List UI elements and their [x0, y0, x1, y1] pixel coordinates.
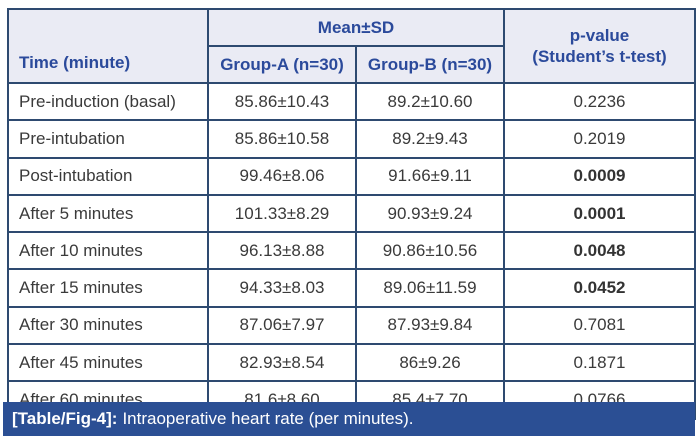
- time-cell: After 10 minutes: [7, 231, 209, 271]
- p-value-cell: 0.7081: [503, 305, 696, 346]
- group-a-cell: 99.46±8.06: [207, 156, 357, 196]
- group-b-cell: 89.06±11.59: [355, 268, 505, 308]
- table-row: Post-intubation 99.46±8.06 91.66±9.11 0.…: [7, 156, 696, 196]
- table-row: After 5 minutes 101.33±8.29 90.93±9.24 0…: [7, 193, 696, 234]
- p-value-cell: 0.0452: [503, 268, 696, 308]
- table-header: Time (minute) Mean±SD p-value (Student’s…: [7, 8, 696, 84]
- caption-label: [Table/Fig-4]:: [12, 409, 118, 428]
- time-cell: After 45 minutes: [7, 343, 209, 383]
- group-a-cell: 96.13±8.88: [207, 231, 357, 271]
- heart-rate-table: Time (minute) Mean±SD p-value (Student’s…: [7, 8, 696, 420]
- group-b-cell: 89.2±9.43: [355, 119, 505, 159]
- p-value-cell: 0.2019: [503, 119, 696, 159]
- p-value-cell: 0.0001: [503, 193, 696, 234]
- time-cell: Post-intubation: [7, 156, 209, 196]
- time-cell: After 5 minutes: [7, 193, 209, 234]
- group-b-cell: 87.93±9.84: [355, 305, 505, 346]
- group-b-cell: 86±9.26: [355, 343, 505, 383]
- p-value-cell: 0.1871: [503, 343, 696, 383]
- time-cell: Pre-induction (basal): [7, 81, 209, 122]
- header-group-b: Group-B (n=30): [355, 45, 505, 84]
- figure-caption: [Table/Fig-4]: Intraoperative heart rate …: [3, 402, 695, 436]
- header-p-value: p-value (Student’s t-test): [503, 8, 696, 84]
- group-a-cell: 82.93±8.54: [207, 343, 357, 383]
- group-b-cell: 91.66±9.11: [355, 156, 505, 196]
- header-group-a: Group-A (n=30): [207, 45, 357, 84]
- time-cell: After 30 minutes: [7, 305, 209, 346]
- header-p-value-line1: p-value: [569, 25, 630, 45]
- header-mean-sd: Mean±SD: [207, 8, 505, 47]
- table-body: Pre-induction (basal) 85.86±10.43 89.2±1…: [7, 81, 696, 420]
- header-time-column: Time (minute): [7, 8, 209, 84]
- group-b-cell: 90.86±10.56: [355, 231, 505, 271]
- group-b-cell: 89.2±10.60: [355, 81, 505, 122]
- group-a-cell: 101.33±8.29: [207, 193, 357, 234]
- time-cell: Pre-intubation: [7, 119, 209, 159]
- group-a-cell: 87.06±7.97: [207, 305, 357, 346]
- group-a-cell: 94.33±8.03: [207, 268, 357, 308]
- header-row-1: Time (minute) Mean±SD p-value (Student’s…: [7, 8, 696, 84]
- p-value-cell: 0.2236: [503, 81, 696, 122]
- table-row: After 45 minutes 82.93±8.54 86±9.26 0.18…: [7, 343, 696, 383]
- caption-text: Intraoperative heart rate (per minutes).: [122, 409, 414, 428]
- header-row-2: Group-A (n=30) Group-B (n=30): [8, 45, 695, 84]
- header-p-value-line2: (Student’s t-test): [532, 47, 667, 66]
- table-row: After 30 minutes 87.06±7.97 87.93±9.84 0…: [7, 305, 696, 346]
- group-b-cell: 90.93±9.24: [355, 193, 505, 234]
- group-a-cell: 85.86±10.43: [207, 81, 357, 122]
- table-row: Pre-intubation 85.86±10.58 89.2±9.43 0.2…: [7, 119, 696, 159]
- table-row: Pre-induction (basal) 85.86±10.43 89.2±1…: [7, 81, 696, 122]
- group-a-cell: 85.86±10.58: [207, 119, 357, 159]
- time-cell: After 15 minutes: [7, 268, 209, 308]
- p-value-cell: 0.0009: [503, 156, 696, 196]
- p-value-cell: 0.0048: [503, 231, 696, 271]
- table-row: After 15 minutes 94.33±8.03 89.06±11.59 …: [7, 268, 696, 308]
- table-row: After 10 minutes 96.13±8.88 90.86±10.56 …: [7, 231, 696, 271]
